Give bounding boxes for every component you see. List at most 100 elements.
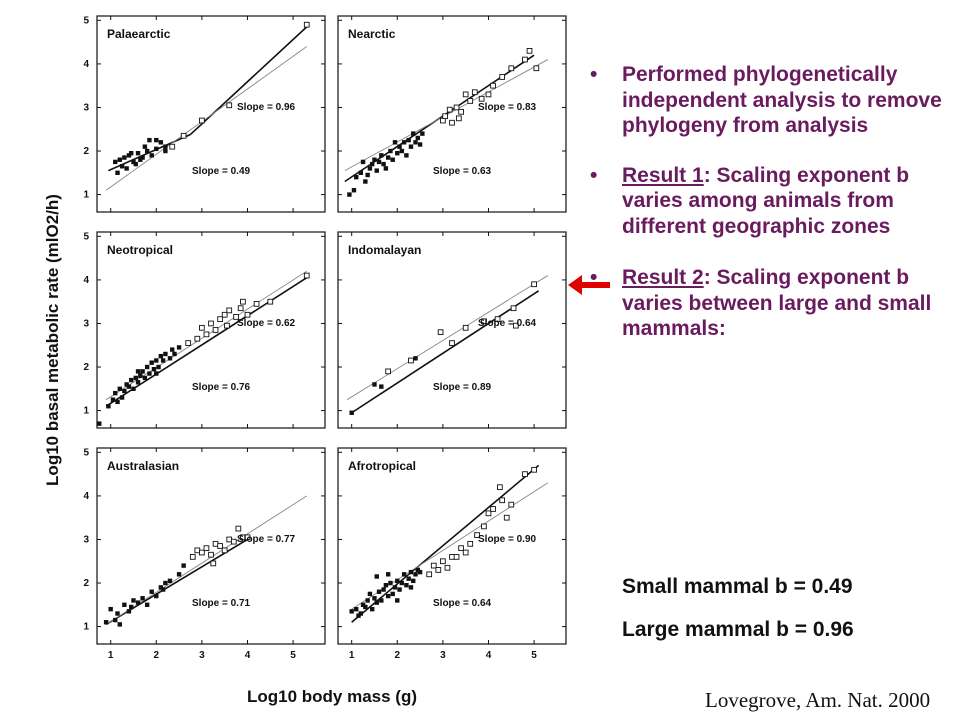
filled-point [115, 399, 120, 405]
x-tick-label: 2 [394, 650, 400, 661]
filled-point [110, 397, 116, 402]
open-point [199, 324, 205, 331]
large-mammal-line: Large mammal b = 0.96 [622, 618, 854, 641]
filled-point [117, 386, 122, 391]
open-point [226, 536, 233, 543]
open-point [485, 510, 492, 517]
open-point [253, 301, 260, 307]
filled-point [133, 161, 138, 167]
filled-point [385, 155, 391, 160]
y-tick-label: 3 [83, 318, 89, 329]
open-point [199, 549, 205, 556]
filled-point [349, 410, 354, 415]
filled-point [126, 609, 132, 614]
y-tick-label: 4 [83, 491, 89, 502]
x-tick-label: 4 [245, 650, 251, 661]
panel-afrotropical: 1 2 3 4 5 Afrotropical Slope = 0.90 Slope = 0.6… [337, 447, 567, 661]
open-point [267, 298, 274, 305]
open-point [526, 47, 533, 54]
open-point [508, 65, 515, 72]
filled-point [142, 375, 148, 381]
filled-point [149, 153, 154, 158]
filled-point [181, 563, 186, 568]
filled-point [129, 604, 134, 610]
open-point [512, 322, 519, 329]
slope-label-upper: Slope = 0.64 [478, 318, 537, 329]
filled-point [397, 144, 402, 149]
open-point [478, 95, 485, 102]
filled-point [354, 606, 359, 612]
filled-point [413, 140, 418, 145]
filled-point [408, 144, 414, 149]
slope-label-lower: Slope = 0.76 [192, 382, 251, 393]
filled-point [167, 578, 173, 584]
filled-point [401, 572, 407, 577]
filled-point [379, 598, 384, 603]
filled-point [154, 358, 159, 363]
regression-line [351, 464, 540, 623]
red-arrow-icon [568, 275, 610, 295]
filled-point [415, 135, 420, 141]
y-tick-label: 1 [83, 622, 89, 633]
open-point [453, 104, 460, 111]
panel-nearctic: Nearctic Slope = 0.83 Slope = 0.63 [337, 15, 567, 213]
open-point [440, 558, 446, 565]
open-point [221, 311, 228, 318]
filled-point [379, 384, 384, 389]
filled-point [372, 382, 377, 387]
open-point [490, 82, 496, 89]
filled-point [97, 421, 102, 426]
bullet-dot: • [590, 163, 598, 187]
filled-point [158, 585, 164, 590]
filled-point [374, 168, 379, 173]
y-tick-label: 1 [83, 190, 89, 201]
filled-point [383, 583, 389, 588]
open-point [189, 554, 196, 560]
filled-point [133, 375, 138, 381]
filled-point [163, 580, 168, 586]
filled-point [372, 596, 377, 601]
y-tick-label: 2 [83, 578, 89, 589]
filled-point [370, 606, 375, 612]
open-point [221, 547, 228, 554]
filled-point [115, 170, 120, 175]
filled-point [126, 384, 132, 389]
filled-point [408, 585, 414, 590]
open-point [467, 540, 474, 547]
bullet-dot: • [590, 266, 598, 289]
open-point [208, 551, 214, 558]
filled-point [122, 388, 127, 394]
filled-point [404, 153, 409, 158]
filled-point [399, 148, 405, 154]
filled-point [381, 587, 386, 592]
filled-point [358, 170, 363, 175]
open-point [485, 91, 492, 98]
filled-point [129, 151, 134, 156]
filled-point [388, 580, 393, 586]
open-point [217, 316, 223, 322]
bullet-dot: • [590, 63, 598, 86]
open-point [455, 115, 462, 122]
panel-title: Neotropical [107, 243, 173, 257]
bullet-item-1: • Performed phylogenetically independent… [590, 62, 952, 139]
filled-point [135, 380, 141, 385]
filled-point [158, 353, 164, 359]
filled-point [365, 598, 370, 603]
open-point [522, 56, 528, 63]
y-tick-label: 4 [83, 59, 89, 70]
x-axis-title: Log10 body mass (g) [247, 687, 417, 706]
slope-label-upper: Slope = 0.83 [478, 102, 537, 113]
result-2-label: Result 2 [622, 266, 704, 289]
filled-point [356, 613, 361, 618]
filled-point [411, 131, 416, 136]
open-point [237, 305, 244, 312]
filled-point [106, 404, 111, 409]
filled-point [156, 364, 161, 370]
regression-line [351, 290, 540, 414]
filled-point [379, 153, 384, 158]
regression-line [189, 26, 308, 136]
bullet-text-3: : Scaling exponent b varies between larg… [622, 266, 932, 340]
filled-point [417, 569, 423, 575]
filled-point [126, 153, 132, 158]
panel-frame [337, 231, 567, 429]
